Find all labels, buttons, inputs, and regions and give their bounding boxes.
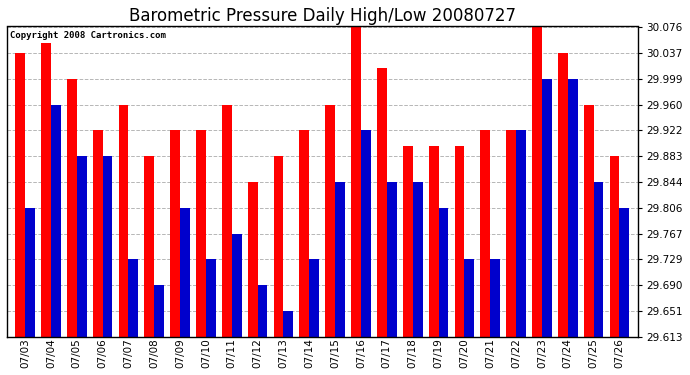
Bar bbox=[299, 130, 309, 337]
Bar bbox=[593, 182, 604, 337]
Bar bbox=[170, 130, 180, 337]
Bar bbox=[144, 156, 155, 337]
Bar bbox=[257, 285, 268, 337]
Bar bbox=[92, 130, 103, 337]
Bar bbox=[361, 130, 371, 337]
Bar bbox=[51, 105, 61, 337]
Bar bbox=[542, 79, 552, 337]
Bar bbox=[41, 42, 51, 337]
Bar bbox=[284, 311, 293, 337]
Bar bbox=[516, 130, 526, 337]
Bar bbox=[119, 105, 128, 337]
Bar bbox=[128, 259, 138, 337]
Bar bbox=[222, 105, 232, 337]
Bar bbox=[67, 79, 77, 337]
Bar bbox=[403, 146, 413, 337]
Bar bbox=[248, 182, 257, 337]
Bar bbox=[155, 285, 164, 337]
Bar bbox=[480, 130, 490, 337]
Bar bbox=[584, 105, 593, 337]
Bar bbox=[568, 79, 578, 337]
Bar bbox=[464, 259, 474, 337]
Bar bbox=[387, 182, 397, 337]
Bar bbox=[455, 146, 464, 337]
Title: Barometric Pressure Daily High/Low 20080727: Barometric Pressure Daily High/Low 20080… bbox=[129, 7, 515, 25]
Bar bbox=[610, 156, 620, 337]
Bar bbox=[413, 182, 422, 337]
Bar bbox=[274, 156, 284, 337]
Bar bbox=[232, 234, 241, 337]
Bar bbox=[77, 156, 86, 337]
Bar bbox=[326, 105, 335, 337]
Bar bbox=[439, 208, 449, 337]
Bar bbox=[351, 27, 361, 337]
Bar bbox=[428, 146, 439, 337]
Bar bbox=[335, 182, 345, 337]
Bar bbox=[103, 156, 112, 337]
Bar bbox=[532, 27, 542, 337]
Bar bbox=[620, 208, 629, 337]
Bar bbox=[309, 259, 319, 337]
Bar bbox=[490, 259, 500, 337]
Text: Copyright 2008 Cartronics.com: Copyright 2008 Cartronics.com bbox=[10, 31, 166, 40]
Bar bbox=[196, 130, 206, 337]
Bar bbox=[506, 130, 516, 337]
Bar bbox=[206, 259, 216, 337]
Bar bbox=[180, 208, 190, 337]
Bar bbox=[15, 53, 25, 337]
Bar bbox=[25, 208, 35, 337]
Bar bbox=[377, 68, 387, 337]
Bar bbox=[558, 53, 568, 337]
